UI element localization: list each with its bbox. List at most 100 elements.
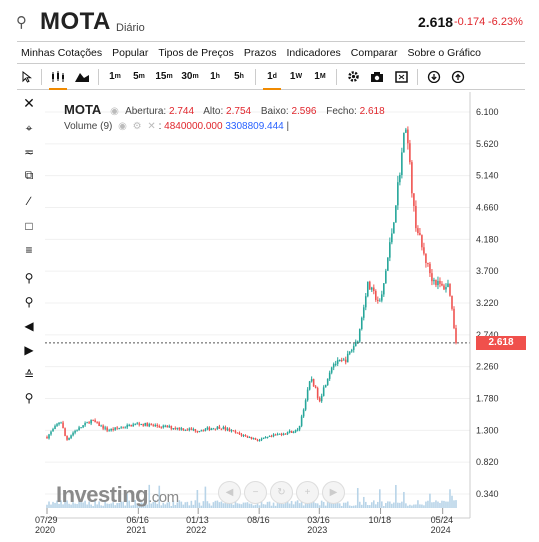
volume-bar (142, 502, 145, 508)
menu-price-types[interactable]: Tipos de Preços (158, 46, 234, 59)
candle-body (126, 425, 128, 428)
settings-gear-icon[interactable] (341, 64, 365, 90)
speaker-icon[interactable]: ◀ (24, 319, 34, 333)
candle-body (300, 416, 303, 426)
crosshair-icon[interactable]: ⌖ (25, 121, 33, 135)
menu-indicators[interactable]: Indicadores (286, 46, 341, 59)
search-icon[interactable]: ⚲ (16, 14, 27, 31)
candle-body (423, 247, 425, 254)
volume-bar (172, 500, 175, 508)
volume-bar (136, 503, 139, 508)
volume-bar (413, 504, 415, 508)
candlestick-chart-icon[interactable] (46, 64, 70, 90)
timeframe-30m[interactable]: 30 m (177, 64, 203, 90)
timeframe-value: 15 (155, 71, 167, 82)
fullscreen-icon[interactable] (389, 64, 413, 90)
menu-my-quotes[interactable]: Minhas Cotações (21, 46, 103, 59)
volume-bar (188, 505, 191, 508)
arrow-right-icon[interactable]: ▶ (24, 343, 34, 357)
volume-bar (250, 503, 253, 508)
candle-body (180, 428, 183, 430)
lock-icon[interactable]: ⚲ (24, 391, 34, 405)
magnet-icon[interactable]: ≂ (23, 145, 35, 159)
cursor-icon[interactable] (17, 64, 37, 90)
menu-about-chart[interactable]: Sobre o Gráfico (407, 46, 482, 59)
eye-icon[interactable]: ◉ (118, 121, 127, 132)
zoom-in-icon[interactable]: + (296, 481, 319, 504)
volume-bar (212, 502, 215, 508)
volume-bar (84, 500, 86, 508)
candle-body (254, 438, 257, 440)
menu-popular[interactable]: Popular (112, 46, 149, 59)
volume-bar (116, 503, 118, 508)
fibonacci-icon[interactable]: ≡ (25, 243, 33, 257)
camera-icon[interactable] (365, 64, 389, 90)
candle-body (379, 300, 381, 302)
timeframe-15m[interactable]: 15 m (151, 64, 177, 90)
candle-body (84, 423, 86, 426)
cloud-download-icon[interactable] (422, 64, 446, 90)
candle-body (421, 235, 423, 248)
cloud-upload-icon[interactable] (446, 64, 470, 90)
close-icon[interactable]: ✕ (147, 121, 156, 132)
volume-bar (266, 501, 269, 508)
volume-bar (54, 502, 56, 508)
zoom-out-icon[interactable]: ⚲ (24, 295, 34, 309)
timeframe-value: 1 (210, 71, 216, 82)
candle-body (451, 295, 453, 309)
volume-bar (330, 503, 333, 508)
volume-bar (182, 504, 185, 508)
x-tick-label: 07/29 (35, 515, 58, 525)
zoom-in-icon[interactable]: ⚲ (24, 271, 34, 285)
volume-bar (431, 502, 433, 508)
volume-bar (60, 500, 62, 508)
menu-compare[interactable]: Comparar (350, 46, 398, 59)
candle-body (350, 349, 353, 352)
zoom-out-icon[interactable]: − (244, 481, 267, 504)
candle-body (156, 425, 159, 427)
candle-body (246, 435, 249, 438)
volume-bar (110, 503, 112, 508)
trend-line-icon[interactable]: ∕ (27, 194, 30, 208)
copy-icon[interactable]: ⧉ (24, 168, 34, 182)
candle-body (381, 294, 383, 301)
candle-body (439, 280, 441, 284)
candle-body (72, 432, 74, 436)
candle-body (220, 428, 223, 430)
volume-bar (166, 502, 169, 508)
volume-bar (206, 501, 209, 508)
volume-bar (52, 501, 54, 508)
volume-bar (232, 504, 235, 508)
settings-gear-icon[interactable]: ⚙ (132, 121, 142, 132)
area-chart-icon[interactable] (70, 64, 94, 90)
rectangle-icon[interactable]: □ (25, 219, 33, 233)
volume-bar (306, 501, 309, 508)
reset-icon[interactable]: ↻ (270, 481, 293, 504)
candle-body (417, 228, 419, 233)
candle-body (286, 432, 289, 435)
scroll-left-icon[interactable]: ◀ (218, 481, 241, 504)
volume-bar (72, 502, 74, 508)
eye-icon[interactable]: ◉ (110, 106, 119, 117)
timeframe-value: 30 (181, 71, 193, 82)
candle-body (134, 423, 137, 425)
scroll-right-icon[interactable]: ▶ (322, 481, 345, 504)
menu-timeframes[interactable]: Prazos (243, 46, 277, 59)
candle-body (194, 429, 197, 432)
candle-body (48, 434, 50, 439)
candle-body (196, 431, 199, 433)
candle-body (128, 424, 131, 426)
measure-icon[interactable]: ≙ (23, 368, 35, 382)
candle-body (232, 430, 235, 432)
close-icon[interactable]: ✕ (23, 95, 35, 111)
volume-bar (170, 505, 173, 508)
x-tick-label: 03/16 (307, 515, 330, 525)
